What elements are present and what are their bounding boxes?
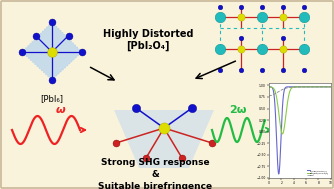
- Text: ω: ω: [55, 105, 65, 115]
- Text: [PbI₆]: [PbI₆]: [40, 94, 63, 103]
- Legend: K₂[Pb₄(HCOO)₆], Rb₂[Pb₄(HCOO)₆], KDP: K₂[Pb₄(HCOO)₆], Rb₂[Pb₄(HCOO)₆], KDP: [307, 169, 330, 177]
- Polygon shape: [114, 110, 214, 168]
- Polygon shape: [22, 22, 82, 80]
- Text: Strong SHG response
&
Suitable birefringence: Strong SHG response & Suitable birefring…: [98, 158, 212, 189]
- Text: Highly Distorted
[PbI₂O₄]: Highly Distorted [PbI₂O₄]: [103, 29, 193, 51]
- Text: 2ω: 2ω: [229, 105, 247, 115]
